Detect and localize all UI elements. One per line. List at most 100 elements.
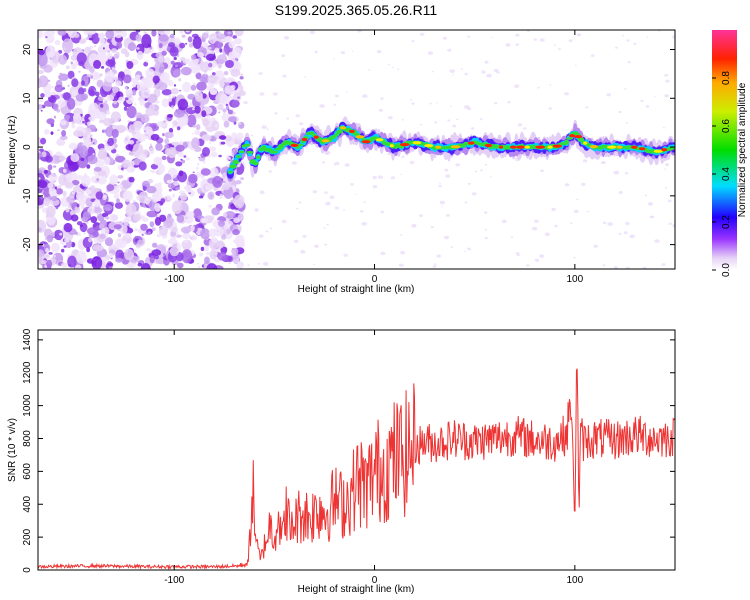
spectrogram-cell xyxy=(186,157,190,161)
spectrogram-cell xyxy=(626,39,630,42)
spectrogram-cell xyxy=(210,39,214,43)
spectrogram-cell xyxy=(409,98,413,101)
spectrogram-cell xyxy=(70,214,79,222)
snr-y-tick-label: 400 xyxy=(22,495,33,512)
spectrogram-cell xyxy=(212,175,223,188)
spectrogram-cell xyxy=(175,144,185,152)
spectrogram-cell xyxy=(218,135,227,140)
spectrogram-cell xyxy=(505,43,511,47)
spectrogram-cell xyxy=(38,52,48,67)
spectrogram-cell xyxy=(304,76,307,78)
spectrogram-cell xyxy=(300,249,306,254)
spectrogram-cell xyxy=(464,250,466,252)
spectrogram-cell xyxy=(105,235,108,239)
spectrogram-cell xyxy=(42,246,45,250)
spectrogram-cell xyxy=(533,38,537,41)
spectrogram-cell xyxy=(145,60,149,63)
spectrogram-cell xyxy=(255,155,261,160)
spectrogram-cell xyxy=(191,235,198,241)
spectrogram-cell xyxy=(96,74,100,78)
spectrogram-cell xyxy=(237,214,244,220)
spectrogram-cell xyxy=(664,186,668,189)
spectrogram-cell xyxy=(73,130,83,137)
spectrogram-cell xyxy=(534,258,540,262)
spectrogram-cell xyxy=(106,184,115,192)
spectrogram-cell xyxy=(192,171,195,173)
spectrogram-cell xyxy=(93,59,102,69)
spectrogram-cell xyxy=(175,187,181,191)
spectrogram-cell xyxy=(291,161,297,165)
spectrogram-cell xyxy=(481,70,486,74)
spectrogram-cell xyxy=(125,89,133,95)
snr-y-tick-label: 0 xyxy=(22,567,33,573)
spectrogram-cell xyxy=(205,53,216,62)
spectrogram-cell xyxy=(261,125,268,130)
spectrogram-cell xyxy=(227,156,231,160)
spectrogram-cell xyxy=(392,66,394,69)
spectrogram-cell xyxy=(460,68,463,70)
spectrogram-cell xyxy=(51,242,60,253)
spectrogram-cell xyxy=(172,120,178,127)
spectrogram-cell xyxy=(297,143,304,147)
spectrogram-cell xyxy=(194,91,203,102)
spectrogram-cell xyxy=(672,35,675,39)
spectrogram-cell xyxy=(38,188,43,194)
spectrogram-cell xyxy=(194,129,201,136)
spectrogram-cell xyxy=(183,239,189,243)
spectrogram-cell xyxy=(111,48,118,54)
spectrogram-cell xyxy=(72,191,76,195)
spectrogram-cell xyxy=(153,255,160,260)
spectrogram-cell xyxy=(396,68,400,71)
spectrogram-cell xyxy=(48,173,58,182)
spectrogram-cell xyxy=(564,92,569,96)
spectrogram-cell xyxy=(436,254,442,258)
spectrogram-cell xyxy=(570,222,573,225)
colorbar-tick-label: 0.6 xyxy=(721,119,732,133)
spectrogram-cell xyxy=(178,170,184,177)
spectrogram-cell xyxy=(102,194,107,201)
spectrogram-cell xyxy=(66,97,76,110)
spectrogram-cell xyxy=(333,163,337,166)
spectrogram-cell xyxy=(71,63,77,70)
spectrogram-cell xyxy=(181,159,186,164)
spectrogram-cell xyxy=(225,225,229,228)
spectrogram-cell xyxy=(223,120,230,128)
spectrogram-cell xyxy=(269,227,273,230)
spectrogram-cell xyxy=(49,95,57,104)
spectrogram-cell xyxy=(435,102,438,104)
spectrogram-cell xyxy=(484,163,488,166)
spectrogram-cell xyxy=(217,103,224,111)
spectrogram-cell xyxy=(152,242,158,248)
spectrogram-cell xyxy=(654,239,660,244)
spectrogram-cell xyxy=(211,237,218,243)
spectrogram-cell xyxy=(214,124,219,128)
spectrogram-cell xyxy=(82,211,91,220)
spectrogram-cell xyxy=(171,200,183,214)
spectrogram-cell xyxy=(204,256,210,265)
spectrogram-cell xyxy=(208,155,211,157)
spectrogram-cell xyxy=(450,105,452,108)
spectrogram-cell xyxy=(237,203,242,207)
spectrogram-cell xyxy=(445,174,451,178)
spectrogram-cell xyxy=(96,212,100,216)
spectrogram-cell xyxy=(128,124,136,133)
spectrogram-cell xyxy=(144,198,150,205)
spectrogram-cell xyxy=(130,160,135,168)
spectrogram-cell xyxy=(113,100,117,105)
spectrogram-cell xyxy=(517,123,523,127)
spectrogram-cell xyxy=(231,47,242,59)
spectrogram-cell xyxy=(228,116,237,123)
spectrogram-cell xyxy=(217,251,227,261)
spectrogram-cell xyxy=(104,71,116,83)
spectrogram-cell xyxy=(146,185,157,194)
spectrogram-cell xyxy=(109,174,118,185)
spectrogram-cell xyxy=(73,112,82,124)
spectrogram-cell xyxy=(219,193,224,199)
spectrogram-cell xyxy=(116,41,123,49)
spectrogram-cell xyxy=(161,89,172,96)
spectrogram-cell xyxy=(441,206,444,208)
spectrogram-cell xyxy=(510,145,517,149)
spectrogram-cell xyxy=(143,61,149,67)
spectrogram-cell xyxy=(183,155,187,158)
spectrogram-cell xyxy=(616,145,623,149)
